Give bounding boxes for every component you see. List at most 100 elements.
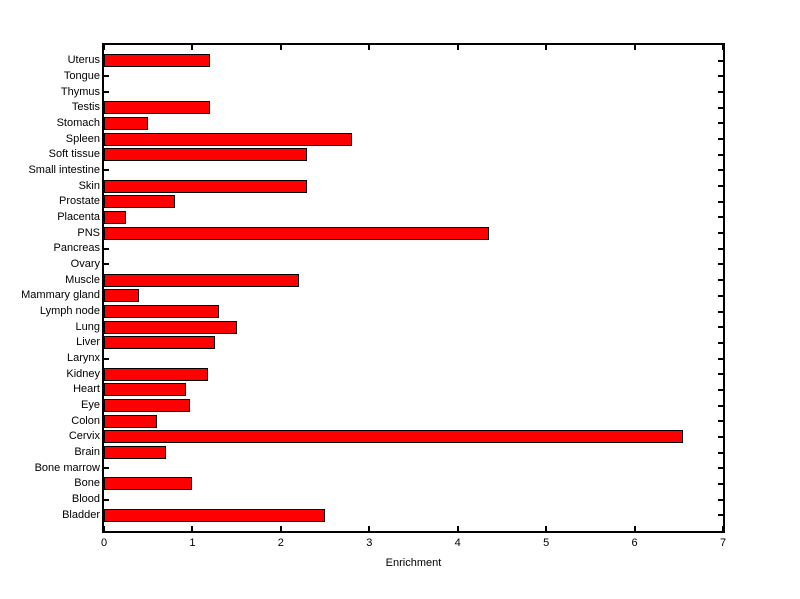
y-tick-label: Thymus (60, 85, 100, 98)
x-tick-bottom (191, 526, 194, 531)
x-tick-bottom (545, 526, 548, 531)
y-tick-left (104, 498, 109, 501)
y-tick-label: Kidney (66, 367, 100, 380)
x-tick-bottom (633, 526, 636, 531)
y-tick-right (718, 498, 723, 501)
y-tick-right (718, 404, 723, 407)
y-tick-left (104, 467, 109, 470)
plot-area (102, 43, 725, 533)
y-tick-right (718, 435, 723, 438)
y-tick-label: Pancreas (53, 242, 100, 255)
x-tick-top (368, 45, 371, 50)
bar-heart (104, 383, 187, 397)
y-tick-label: Muscle (65, 273, 100, 286)
x-tick-top (279, 45, 282, 50)
bar-bladder (104, 508, 326, 522)
y-tick-label: Blood (71, 493, 100, 506)
y-tick-right (718, 514, 723, 517)
bar-kidney (104, 367, 209, 381)
bar-lymph-node (104, 305, 219, 319)
bar-stomach (104, 116, 149, 130)
y-tick-label: Brain (74, 446, 100, 459)
y-tick-label: Heart (73, 383, 100, 396)
bar-eye (104, 399, 190, 413)
bar-bone (104, 477, 193, 491)
x-tick-top (633, 45, 636, 50)
x-axis-title: Enrichment (385, 557, 442, 569)
y-tick-right (718, 482, 723, 485)
y-tick-label: Soft tissue (48, 148, 100, 161)
bar-skin (104, 179, 308, 193)
y-tick-right (718, 310, 723, 313)
y-tick-left (104, 247, 109, 250)
y-tick-label: Liver (76, 336, 100, 349)
bar-uterus (104, 54, 211, 68)
bar-muscle (104, 273, 299, 287)
y-tick-right (718, 122, 723, 125)
bar-spleen (104, 132, 352, 146)
x-tick-label: 3 (366, 537, 373, 549)
bar-pns (104, 226, 489, 240)
bar-testis (104, 101, 211, 115)
y-tick-right (718, 388, 723, 391)
x-tick-bottom (722, 526, 724, 531)
y-tick-label: Skin (78, 179, 100, 192)
x-tick-label: 4 (454, 537, 461, 549)
y-tick-right (718, 59, 723, 62)
y-tick-right (718, 420, 723, 423)
y-tick-right (718, 467, 723, 470)
bar-cervix (104, 430, 684, 444)
y-tick-right (718, 216, 723, 219)
x-tick-bottom (279, 526, 282, 531)
y-tick-right (718, 185, 723, 188)
y-tick-label: Colon (71, 414, 100, 427)
y-tick-right (718, 232, 723, 235)
x-tick-label: 2 (277, 537, 284, 549)
y-tick-right (718, 373, 723, 376)
y-tick-label: Cervix (68, 430, 100, 443)
y-tick-label: Prostate (59, 195, 100, 208)
x-tick-top (191, 45, 194, 50)
x-tick-top (545, 45, 548, 50)
x-tick-top (103, 45, 105, 50)
y-tick-label: PNS (77, 226, 100, 239)
y-tick-label: Testis (71, 101, 100, 114)
y-tick-left (104, 357, 109, 360)
bar-placenta (104, 210, 127, 224)
bar-brain (104, 446, 166, 460)
y-tick-label: Placenta (57, 210, 100, 223)
y-tick-label: Bladder (62, 508, 100, 521)
y-tick-right (718, 75, 723, 78)
x-tick-bottom (368, 526, 371, 531)
y-tick-label: Lung (75, 320, 100, 333)
y-tick-left (104, 75, 109, 78)
y-tick-label: Spleen (65, 132, 100, 145)
y-tick-right (718, 153, 723, 156)
bar-lung (104, 320, 237, 334)
y-tick-right (718, 200, 723, 203)
bar-prostate (104, 195, 175, 209)
y-tick-label: Bone (74, 477, 100, 490)
bar-soft-tissue (104, 148, 308, 162)
y-tick-right (718, 294, 723, 297)
bar-colon (104, 414, 158, 428)
x-tick-top (456, 45, 459, 50)
y-tick-right (718, 106, 723, 109)
x-tick-label: 0 (100, 537, 108, 549)
x-tick-label: 5 (543, 537, 550, 549)
x-tick-top (722, 45, 724, 50)
y-tick-right (718, 357, 723, 360)
bar-liver (104, 336, 215, 350)
y-tick-label: Stomach (56, 116, 100, 129)
bar-mammary-gland (104, 289, 140, 303)
x-tick-bottom (103, 526, 105, 531)
y-tick-right (718, 138, 723, 141)
x-tick-bottom (456, 526, 459, 531)
y-tick-right (718, 451, 723, 454)
x-tick-label: 6 (631, 537, 638, 549)
y-tick-left (104, 263, 109, 266)
y-tick-right (718, 91, 723, 94)
y-tick-label: Uterus (67, 54, 100, 67)
y-tick-left (104, 169, 109, 172)
